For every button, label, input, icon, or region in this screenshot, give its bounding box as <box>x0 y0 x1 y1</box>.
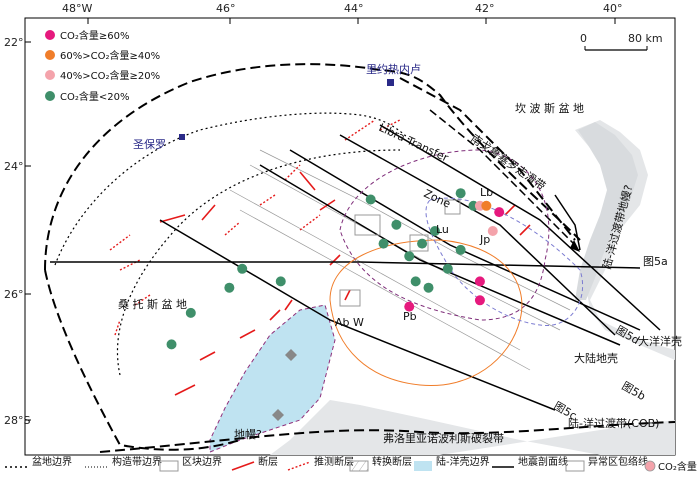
anomaly-envelope-3 <box>425 197 584 326</box>
well-21 <box>474 276 485 287</box>
faults <box>159 171 531 396</box>
lon-ticks: 48°W 46° 44° 42° 40° <box>62 2 623 24</box>
well-4 <box>166 339 177 350</box>
tick-42: 42° <box>475 2 495 15</box>
label-sao-paulo: 圣保罗 <box>133 137 166 151</box>
tick-26: 26° <box>4 288 24 301</box>
tick-48w: 48°W <box>62 2 92 15</box>
tick-24: 24° <box>4 160 24 173</box>
well-1 <box>224 282 235 293</box>
well-18 <box>487 226 498 236</box>
campos-boundary <box>399 77 576 241</box>
tick-28: 28°S <box>4 414 30 427</box>
key-item-3: 40%>CO₂含量≥20% <box>60 69 160 82</box>
fault-arrow-line <box>554 194 581 251</box>
label-cont-crust: 大陆地壳 <box>574 351 618 365</box>
label-jp: Jp <box>479 233 490 246</box>
legend-basin: 盆地边界 <box>32 455 72 468</box>
label-lb: Lb <box>480 186 493 199</box>
legend-envelope: 异常区包络线 <box>588 455 648 468</box>
well-2 <box>275 276 286 287</box>
legend-cob: 陆-洋壳边界 <box>436 455 490 468</box>
cob-transition <box>575 122 638 300</box>
label-abw: Ab W <box>335 316 364 329</box>
label-ocean-crust: 大洋洋壳 <box>638 334 682 348</box>
key-item-4: CO₂含量<20% <box>60 90 129 103</box>
santos-basin-boundary <box>44 63 581 271</box>
legend-block: 区块边界 <box>182 456 222 468</box>
well-15 <box>455 188 466 199</box>
tick-40: 40° <box>603 2 623 15</box>
legend-transfer: 转换断层 <box>372 455 412 468</box>
well-23 <box>474 295 485 306</box>
legend-belt: 构造带边界 <box>112 455 162 468</box>
key-item-2: 60%>CO₂含量≥40% <box>60 49 160 62</box>
well-7 <box>378 238 389 249</box>
legend-fault: 断层 <box>258 455 278 468</box>
well-14 <box>423 282 434 293</box>
santos-basin-boundary-south <box>44 269 241 451</box>
co2-wells <box>166 188 505 350</box>
well-22 <box>404 301 415 312</box>
florianopolis-zone <box>99 421 676 453</box>
anomaly-envelope-1 <box>339 149 550 321</box>
key-item-1: CO₂含量≥60% <box>60 29 129 42</box>
well-13 <box>410 276 421 287</box>
scale-zero: 0 <box>580 32 587 45</box>
label-cob: 陆-洋过渡带(COB) <box>568 416 659 430</box>
label-fig5a: 图5a <box>643 255 668 268</box>
block-boundaries <box>339 199 461 307</box>
tick-46: 46° <box>216 2 236 15</box>
tick-22: 22° <box>4 36 24 49</box>
well-0 <box>237 263 248 274</box>
rio-marker <box>387 79 394 86</box>
plume-symbol-2 <box>272 409 284 421</box>
scale-end: 80 km <box>628 32 663 45</box>
label-pb: Pb <box>403 310 417 323</box>
legend-seismic: 地震剖面线 <box>518 455 568 468</box>
well-12 <box>442 263 453 274</box>
well-9 <box>417 238 428 249</box>
plume-symbol <box>285 349 297 361</box>
seismic-lines <box>50 124 661 411</box>
inferred-faults <box>109 119 401 336</box>
co2-key: CO₂含量≥60% 60%>CO₂含量≥40% 40%>CO₂含量≥20% CO… <box>45 29 160 103</box>
well-10 <box>429 226 440 236</box>
label-rio: 里约热内卢 <box>366 62 421 76</box>
structural-belt-boundary <box>54 112 411 266</box>
south-fault-boundary <box>429 109 581 251</box>
well-20 <box>494 207 505 218</box>
legend-co2: CO₂含量 <box>658 460 697 473</box>
well-11 <box>455 244 466 255</box>
well-19 <box>481 200 492 211</box>
cob-zone <box>270 120 675 455</box>
label-lu: Lu <box>436 223 449 236</box>
label-santos: 桑 托 斯 盆 地 <box>118 297 187 311</box>
well-8 <box>404 251 415 262</box>
legend-inferred-fault: 推测断层 <box>314 455 354 468</box>
label-plume: 地幔? <box>234 428 262 441</box>
map-legend: 盆地边界 构造带边界 区块边界 断层 推测断层 转换断层 陆-洋壳边界 地震剖面… <box>5 455 697 473</box>
label-campos: 坎 波 斯 盆 地 <box>515 101 584 115</box>
mantle-window-area <box>209 304 336 453</box>
lat-ticks: 22° 24° 26° 28°S <box>4 36 31 427</box>
well-5 <box>365 194 376 205</box>
label-florianopolis: 弗洛里亚诺波利斯破裂带 <box>383 431 504 445</box>
well-3 <box>185 307 196 318</box>
well-6 <box>391 219 402 230</box>
sao-paulo-marker <box>179 134 185 140</box>
scale-bar: 0 80 km <box>580 32 663 51</box>
tick-44: 44° <box>344 2 364 15</box>
